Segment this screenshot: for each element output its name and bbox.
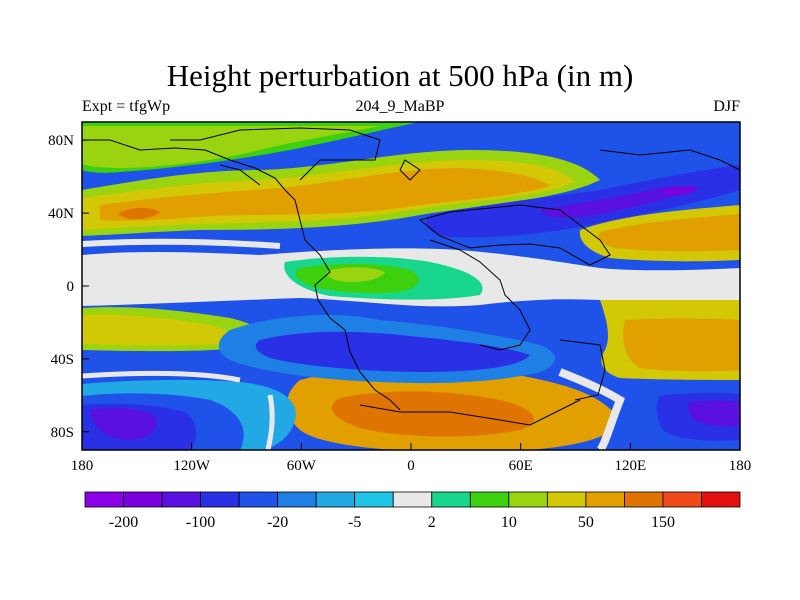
colorbar-swatch [585, 491, 625, 508]
y-tick-label: 80S [51, 425, 74, 441]
x-tick-label: 120E [614, 458, 646, 474]
colorbar-label: 10 [501, 514, 517, 531]
contour-band [623, 318, 740, 372]
colorbar-swatch [238, 491, 279, 508]
zero-contour [265, 394, 275, 450]
coastline-greenland [399, 159, 421, 181]
y-tick-label: 40N [48, 206, 74, 222]
contour-band [90, 408, 157, 440]
x-tick-label: 180 [71, 458, 94, 474]
contour-band [425, 165, 740, 238]
coastline-alaska [219, 164, 261, 186]
zero-contour [82, 238, 281, 249]
coastline-americas [82, 139, 401, 411]
colorbar-swatch [354, 491, 394, 508]
x-tick-label: 0 [407, 458, 415, 474]
y-tick-label: 0 [67, 279, 75, 295]
colorbar-label: -20 [267, 514, 288, 531]
coastline-siberia [599, 149, 741, 171]
zero-contour [558, 368, 625, 450]
colorbar-label: 2 [428, 514, 436, 531]
x-tick-label: 120W [173, 458, 211, 474]
contour-band [118, 207, 160, 220]
case-label: 204_9_MaBP [355, 98, 445, 115]
coastline-arctic [170, 127, 381, 181]
x-tick-label: 60E [509, 458, 533, 474]
x-axis: 180 120W 60W 0 60E 120E 180 [71, 443, 752, 474]
colorbar-swatch [508, 491, 548, 508]
coastline-australia [559, 339, 606, 401]
contour-band [660, 187, 696, 196]
contour-band [331, 391, 534, 437]
colorbar-swatch [546, 491, 587, 508]
contour-band [82, 126, 380, 168]
colorbar-swatch [469, 491, 510, 508]
colorbar: -200 -100 -20 -5 2 10 50 150 [84, 491, 741, 531]
colorbar-swatch [392, 491, 433, 508]
coastlines [82, 127, 741, 426]
colorbar-swatch [315, 491, 356, 508]
contour-band [326, 267, 385, 282]
contour-band [82, 314, 234, 346]
contour-band [688, 400, 740, 427]
x-tick-label: 180 [729, 458, 752, 474]
y-axis: 80N 40N 0 40S 80S [48, 133, 89, 441]
colorbar-label: 150 [651, 514, 675, 531]
chart-title: Height perturbation at 500 hPa (in m) [166, 58, 634, 93]
coastline-eurasia [418, 204, 611, 266]
colorbar-swatch [662, 491, 702, 508]
contour-band [100, 168, 550, 221]
colorbar-swatch [161, 491, 201, 508]
coastline-antarctica [359, 399, 581, 426]
contour-fill [82, 122, 740, 450]
colorbar-label: 50 [578, 514, 594, 531]
contour-band [598, 214, 740, 252]
season-label: DJF [713, 98, 740, 115]
zero-contour [82, 370, 241, 383]
y-tick-label: 80N [48, 133, 74, 149]
colorbar-label: -100 [186, 514, 215, 531]
colorbar-label: -200 [109, 514, 138, 531]
colorbar-swatch [701, 491, 741, 508]
colorbar-swatch [431, 491, 471, 508]
contour-band [255, 331, 530, 372]
colorbar-swatch [123, 491, 163, 508]
experiment-label: Expt = tfgWp [82, 98, 171, 115]
contour-band [540, 185, 700, 219]
colorbar-swatch [84, 491, 124, 508]
x-tick-label: 60W [287, 458, 317, 474]
coastline-africa [429, 239, 531, 351]
colorbar-swatch [200, 491, 240, 508]
colorbar-label: -5 [348, 514, 361, 531]
y-tick-label: 40S [51, 352, 74, 368]
colorbar-swatch [277, 491, 317, 508]
colorbar-swatch [624, 491, 664, 508]
